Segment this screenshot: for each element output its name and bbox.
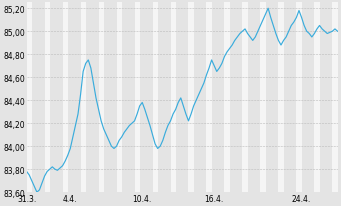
- Bar: [279, 4, 284, 192]
- Bar: [296, 4, 301, 192]
- Bar: [63, 4, 68, 192]
- Bar: [152, 4, 158, 192]
- Bar: [242, 4, 248, 192]
- Bar: [27, 4, 32, 192]
- Bar: [99, 4, 104, 192]
- Bar: [117, 4, 122, 192]
- Bar: [189, 4, 194, 192]
- Bar: [135, 4, 140, 192]
- Bar: [207, 4, 212, 192]
- Bar: [314, 4, 320, 192]
- Bar: [224, 4, 229, 192]
- Bar: [80, 4, 86, 192]
- Bar: [170, 4, 176, 192]
- Bar: [332, 4, 338, 192]
- Bar: [45, 4, 50, 192]
- Bar: [261, 4, 266, 192]
